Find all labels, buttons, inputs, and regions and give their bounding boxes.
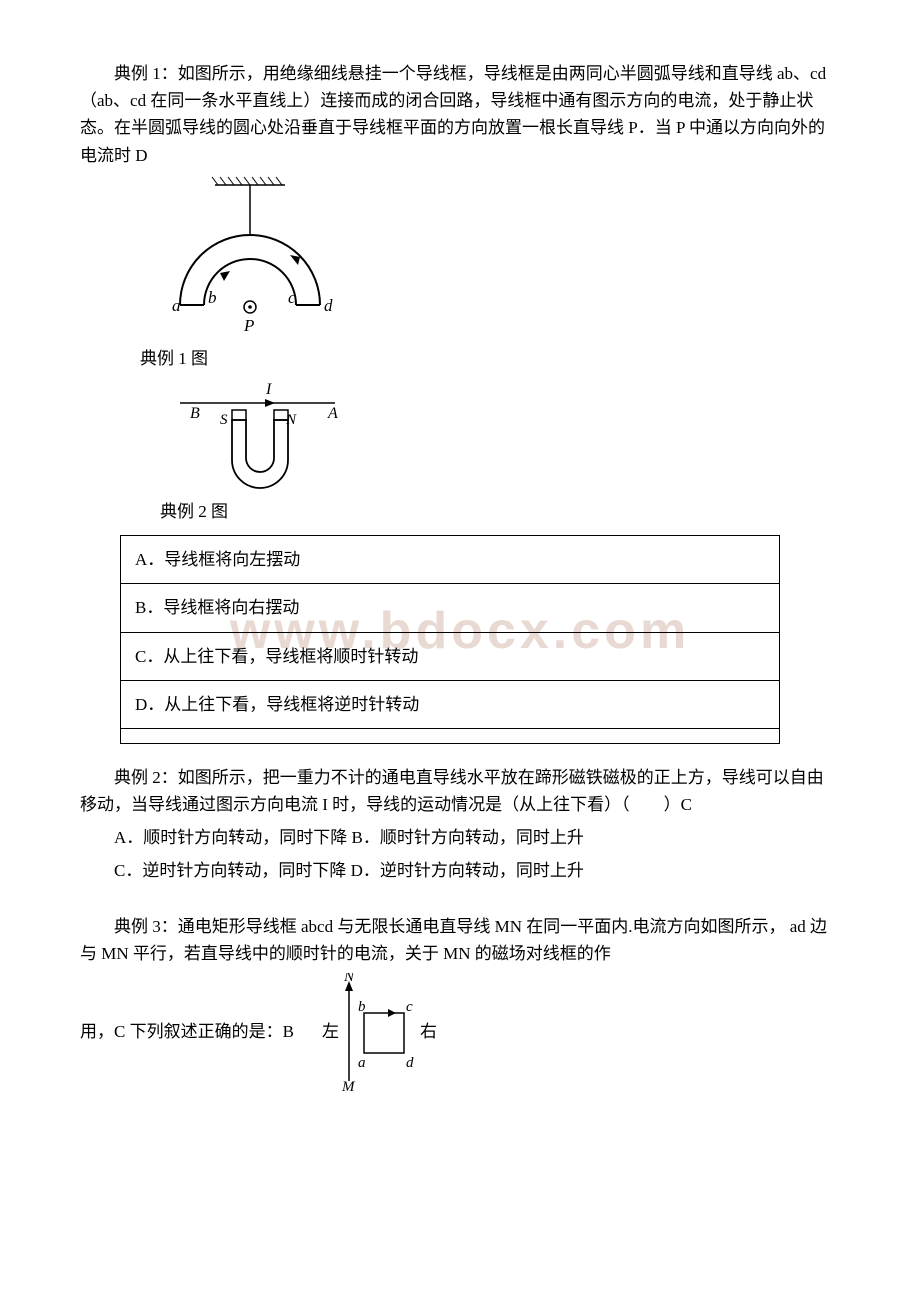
q1-option-C: C．从上往下看，导线框将顺时针转动: [121, 632, 780, 680]
q2-figure: I B A S N 典例 2 图: [160, 378, 840, 525]
q1-svg: a b c d P: [140, 175, 360, 345]
q3-figure: N M b c a d 左 右: [314, 973, 454, 1093]
label-d: d: [324, 296, 333, 315]
label-right: 右: [420, 1022, 437, 1041]
q1-option-B: B．导线框将向右摆动: [121, 584, 780, 632]
label-dd: d: [406, 1055, 414, 1071]
q1-options-table: A．导线框将向左摆动 B．导线框将向右摆动 C．从上往下看，导线框将顺时针转动 …: [120, 535, 780, 744]
label-cc: c: [406, 999, 413, 1015]
q2-options-row1: A．顺时针方向转动，同时下降 B．顺时针方向转动，同时上升: [80, 824, 840, 851]
q1-prompt: 典例 1：如图所示，用绝缘细线悬挂一个导线框，导线框是由两同心半圆弧导线和直导线…: [80, 60, 840, 169]
label-c: c: [288, 288, 296, 307]
q2-options-row2: C．逆时针方向转动，同时下降 D．逆时针方向转动，同时上升: [80, 857, 840, 884]
q1-option-A: A．导线框将向左摆动: [121, 536, 780, 584]
label-P: P: [243, 316, 254, 335]
label-left: 左: [322, 1022, 339, 1041]
q2-svg: I B A S N: [160, 378, 360, 498]
q3-svg: N M b c a d 左 右: [314, 973, 454, 1093]
q1-option-D: D．从上往下看，导线框将逆时针转动: [121, 680, 780, 728]
q2-optD: D．逆时针方向转动，同时上升: [351, 861, 584, 880]
q2-optA: A．顺时针方向转动，同时下降: [114, 828, 352, 847]
label-bb: b: [358, 999, 366, 1015]
label-N: N: [343, 973, 355, 985]
q2-caption: 典例 2 图: [160, 498, 228, 525]
label-b: b: [208, 288, 217, 307]
label-B: B: [190, 405, 200, 422]
q3-prompt-post: 用，C 下列叙述正确的是：B: [80, 1022, 294, 1041]
q1-figure: a b c d P 典例 1 图: [140, 175, 840, 372]
label-aa: a: [358, 1055, 366, 1071]
q2-prompt: 典例 2：如图所示，把一重力不计的通电直导线水平放在蹄形磁铁磁极的正上方，导线可…: [80, 764, 840, 818]
label-I: I: [265, 381, 272, 398]
q1-caption: 典例 1 图: [140, 345, 208, 372]
q2-optB: B．顺时针方向转动，同时上升: [352, 828, 584, 847]
q3-prompt-pre: 典例 3：通电矩形导线框 abcd 与无限长通电直导线 MN 在同一平面内.电流…: [80, 913, 840, 967]
q2-optC: C．逆时针方向转动，同时下降: [114, 861, 351, 880]
label-A: A: [327, 405, 338, 422]
q1-option-blank: [121, 728, 780, 743]
label-S: S: [220, 412, 228, 428]
label-a: a: [172, 296, 181, 315]
label-M: M: [341, 1079, 356, 1093]
